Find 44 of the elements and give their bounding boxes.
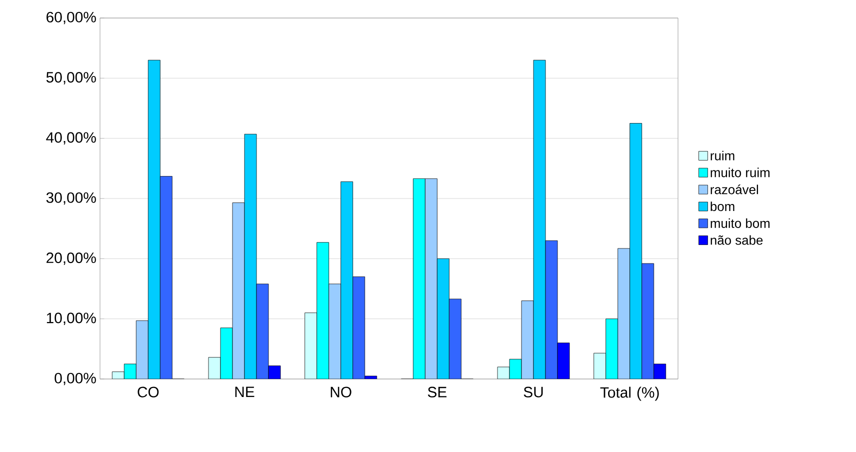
bar bbox=[328, 284, 341, 379]
legend-label: não sabe bbox=[710, 235, 763, 245]
y-tick-label: 30,00% bbox=[46, 192, 96, 205]
legend-label: bom bbox=[710, 202, 734, 212]
bar bbox=[642, 263, 654, 379]
y-tick-label: 60,00% bbox=[46, 12, 96, 24]
bar bbox=[148, 60, 160, 379]
y-tick-label: 50,00% bbox=[46, 72, 96, 84]
bar bbox=[521, 300, 534, 379]
bar bbox=[412, 178, 426, 379]
x-tick-label: SE bbox=[428, 386, 446, 398]
bar bbox=[304, 312, 317, 379]
bar bbox=[594, 352, 606, 379]
bar bbox=[533, 60, 546, 379]
x-tick-label: NE bbox=[235, 386, 254, 398]
x-tick-label: NO bbox=[330, 386, 352, 398]
bar bbox=[316, 242, 329, 379]
y-tick-label: 0,00% bbox=[54, 372, 96, 386]
x-tick-label: SU bbox=[524, 386, 543, 398]
bar bbox=[136, 320, 148, 379]
bar bbox=[232, 202, 245, 379]
bar bbox=[448, 298, 462, 379]
legend-label: razoável bbox=[710, 184, 758, 194]
bar bbox=[424, 178, 438, 379]
x-tick-label: CO bbox=[138, 386, 159, 398]
y-tick-label: 40,00% bbox=[46, 132, 96, 144]
bar bbox=[606, 318, 618, 379]
bar bbox=[352, 276, 365, 379]
y-tick-label: 20,00% bbox=[46, 252, 96, 265]
bar bbox=[160, 176, 172, 379]
bar bbox=[220, 328, 233, 379]
legend-label: muito ruim bbox=[710, 168, 770, 178]
bar bbox=[244, 134, 257, 379]
x-tick-label: Total (%) bbox=[600, 386, 659, 401]
bar bbox=[630, 123, 642, 379]
bar bbox=[557, 342, 570, 379]
bar bbox=[618, 248, 630, 379]
bar bbox=[436, 258, 450, 379]
y-tick-label: 10,00% bbox=[46, 312, 96, 325]
legend-label: ruim bbox=[710, 150, 734, 160]
legend-label: muito bom bbox=[710, 218, 770, 228]
bar bbox=[340, 182, 353, 379]
bar bbox=[545, 240, 558, 379]
bar bbox=[256, 284, 269, 379]
